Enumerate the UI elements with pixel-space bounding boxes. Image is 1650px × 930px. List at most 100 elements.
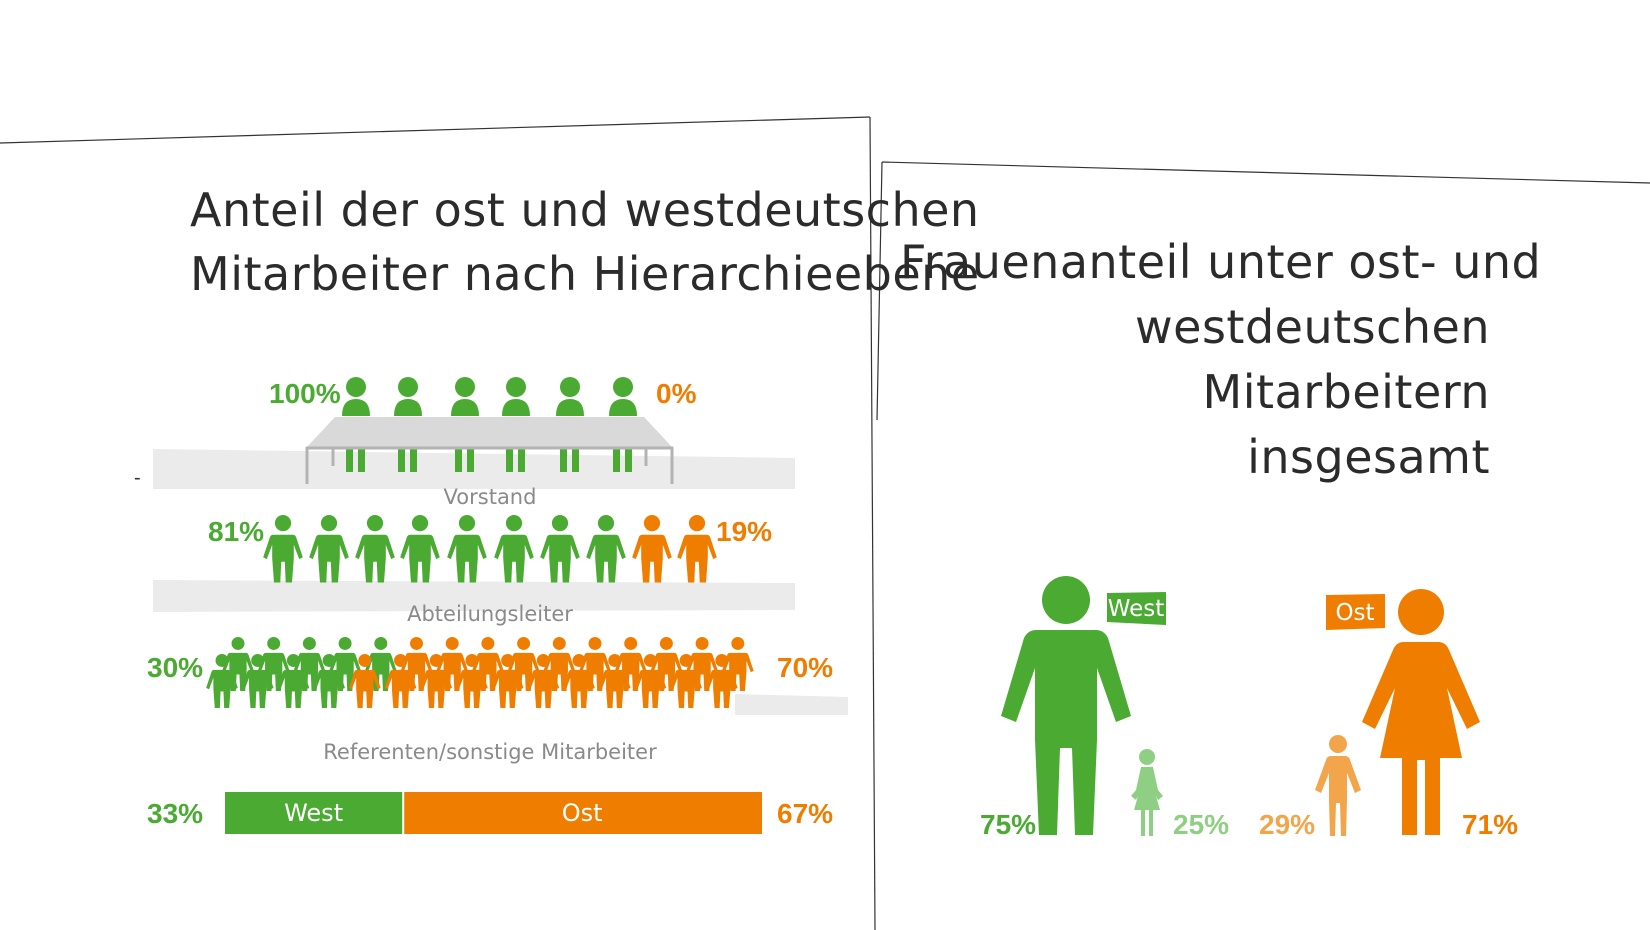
person-body <box>456 669 488 708</box>
person-body <box>586 534 626 583</box>
person-leg <box>572 448 579 472</box>
west-person-icon <box>293 637 326 691</box>
total-bar-ost <box>404 792 762 834</box>
person-head <box>411 515 429 532</box>
person-head <box>501 654 515 667</box>
abteilungsleiter-west-value: 81% <box>208 516 264 547</box>
person-body <box>257 652 290 691</box>
total-west-value: 33% <box>147 798 203 829</box>
referenten-band <box>735 694 848 715</box>
ost-person-icon <box>507 637 540 691</box>
person-head <box>481 637 495 650</box>
person-head <box>688 515 706 532</box>
ost-person-icon <box>348 654 381 708</box>
person-body <box>472 652 504 691</box>
right-title-line-2: westdeutschen <box>1135 300 1490 354</box>
person-head <box>338 637 352 650</box>
person-body <box>400 534 440 583</box>
right-panel-top-border <box>881 161 1650 184</box>
ost-person-icon <box>721 637 754 691</box>
person-head <box>465 654 479 667</box>
person-body <box>527 669 560 708</box>
person-body <box>632 534 672 583</box>
referenten-ost-value: 70% <box>777 652 833 683</box>
person-head <box>679 654 693 667</box>
person-body <box>293 652 326 691</box>
total-bar-ost-label: Ost <box>562 799 603 827</box>
west-person-icon <box>540 515 580 583</box>
vorstand-label: Vorstand <box>444 485 537 509</box>
person-body <box>364 652 397 691</box>
person-head <box>551 515 569 532</box>
person-body <box>342 399 370 416</box>
person-leg <box>358 448 365 472</box>
hierarchy-pictogram-chart: - 100% 0% Vorstand 81% 19% Abteilungsleiter 30%… <box>134 377 848 834</box>
person-head <box>643 515 661 532</box>
woman-icon <box>1362 589 1480 835</box>
person-body <box>277 669 310 708</box>
person-leg <box>613 448 620 472</box>
vorstand-ost-value: 0% <box>656 378 697 409</box>
boy-head <box>1329 735 1347 753</box>
person-head <box>267 637 281 650</box>
person-body <box>355 534 395 583</box>
west-person-icon <box>364 637 397 691</box>
west-person-icon <box>263 515 303 583</box>
person-body <box>313 669 345 708</box>
person-head <box>659 637 673 650</box>
person-body <box>650 652 683 691</box>
person-head <box>608 654 622 667</box>
ost-person-icon <box>598 654 631 708</box>
person-body <box>598 669 631 708</box>
ost-person-icon <box>632 515 672 583</box>
boy-body <box>1315 756 1361 836</box>
person-head <box>286 654 300 667</box>
total-bar-west-label: West <box>284 799 343 827</box>
table-top <box>306 417 673 448</box>
person-head <box>505 515 523 532</box>
person-body <box>420 669 453 708</box>
person-body <box>491 669 524 708</box>
man-body <box>1001 630 1131 835</box>
person-head <box>374 637 388 650</box>
person-head <box>445 637 459 650</box>
ost-person-icon <box>420 654 453 708</box>
person-body <box>451 399 479 416</box>
person-head <box>358 654 372 667</box>
person-head <box>394 654 407 667</box>
referenten-label: Referenten/sonstige Mitarbeiter <box>323 740 657 764</box>
person-head <box>552 637 566 650</box>
person-head <box>274 515 292 532</box>
left-chart-title: Anteil der ost und westdeutschen Mitarbe… <box>190 178 980 306</box>
person-body <box>222 652 254 691</box>
person-body <box>705 669 738 708</box>
person-head <box>715 654 729 667</box>
right-panel-left-border <box>876 161 883 421</box>
person-body <box>502 399 530 416</box>
ost-person-icon <box>579 637 611 691</box>
axis-tick-mark: - <box>134 467 141 489</box>
west-person-icon <box>329 637 361 691</box>
woman-head <box>1398 589 1444 635</box>
person-body <box>609 399 637 416</box>
person-head <box>597 515 615 532</box>
seated-person-icon <box>342 377 370 472</box>
person-leg <box>560 448 567 472</box>
person-head <box>624 637 638 650</box>
west-person-icon <box>494 515 534 583</box>
person-body <box>263 534 303 583</box>
boy-icon <box>1315 735 1361 836</box>
person-body <box>384 669 417 708</box>
west-person-icon <box>586 515 626 583</box>
left-panel-top-border <box>0 116 871 144</box>
ost-flag <box>1326 594 1385 630</box>
person-head <box>588 637 602 650</box>
ost-flag-label: Ost <box>1335 600 1374 626</box>
person-head <box>572 654 586 667</box>
ost-person-icon <box>634 654 667 708</box>
vorstand-west-value: 100% <box>269 378 341 409</box>
left-title-line-1: Anteil der ost und westdeutschen <box>190 183 980 237</box>
person-body <box>309 534 349 583</box>
person-body <box>241 669 274 708</box>
